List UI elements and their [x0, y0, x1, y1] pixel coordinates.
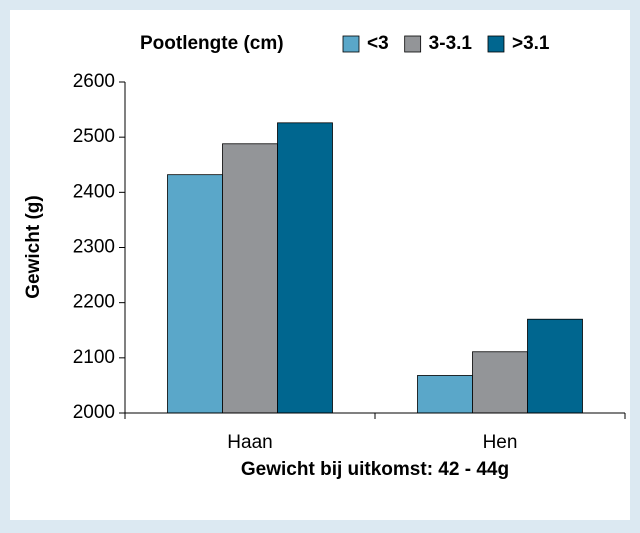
y-tick-label: 2100 — [73, 347, 115, 368]
bar — [417, 375, 473, 414]
y-tick-label: 2400 — [73, 181, 115, 202]
y-tick-label: 2500 — [73, 126, 115, 147]
bar — [277, 122, 333, 414]
y-tick-label: 2200 — [73, 292, 115, 313]
legend-label: <3 — [367, 33, 389, 54]
legend-label: 3-3.1 — [429, 33, 473, 54]
x-tick-label: Hen — [483, 432, 518, 453]
y-axis-label: Gewicht (g) — [23, 195, 44, 298]
legend-title: Pootlengte (cm) — [140, 33, 284, 54]
legend-swatch — [487, 35, 505, 53]
y-tick-label: 2000 — [73, 402, 115, 423]
y-tick-label: 2300 — [73, 237, 115, 258]
x-axis-label: Gewicht bij uitkomst: 42 - 44g — [241, 459, 509, 480]
bar — [222, 143, 278, 414]
x-tick-label: Haan — [227, 432, 272, 453]
y-tick-label: 2600 — [73, 71, 115, 92]
legend-label: >3.1 — [512, 33, 550, 54]
legend-swatch — [342, 35, 360, 53]
legend-swatch — [404, 35, 422, 53]
bar — [167, 174, 223, 414]
bar — [527, 318, 583, 414]
bar — [472, 351, 528, 414]
